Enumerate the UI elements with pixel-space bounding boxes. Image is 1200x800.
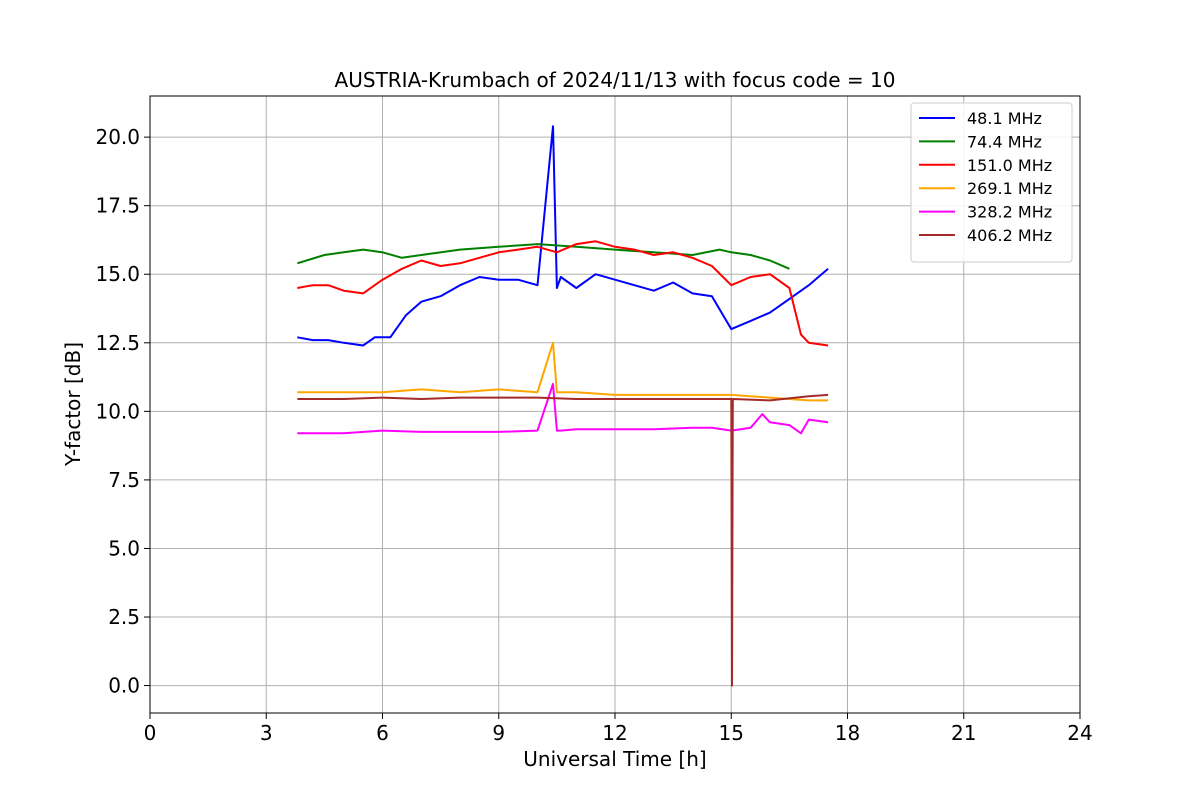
x-tick-label: 12 [602,721,627,745]
legend-label: 406.2 MHz [967,226,1052,245]
legend: 48.1 MHz 74.4 MHz 151.0 MHz 269.1 MHz 32… [910,102,1073,263]
y-tick-label: 5.0 [108,536,140,560]
y-tick-label: 7.5 [108,468,140,492]
x-tick-label: 21 [951,721,976,745]
y-tick-label: 20.0 [95,125,140,149]
legend-box [910,102,1073,263]
series-line-3 [297,341,829,402]
x-tick-label: 6 [376,721,389,745]
x-tick-label: 18 [835,721,860,745]
y-tick-label: 17.5 [95,194,140,218]
series-line-5 [297,393,829,687]
y-tick-label: 2.5 [108,605,140,629]
series-line-0 [297,125,829,347]
y-tick-label: 15.0 [95,262,140,286]
y-tick-label: 12.5 [95,331,140,355]
x-tick-label: 0 [144,721,157,745]
x-axis-label: Universal Time [h] [523,747,706,771]
legend-label: 328.2 MHz [967,203,1052,222]
legend-label: 48.1 MHz [967,109,1042,128]
x-tick-label: 3 [260,721,273,745]
legend-label: 74.4 MHz [967,132,1042,151]
series-line-4 [297,382,829,435]
legend-label: 151.0 MHz [967,156,1052,175]
y-tick-label: 0.0 [108,674,140,698]
series-layer [297,125,829,687]
y-axis-label: Y-factor [dB] [61,342,85,467]
y-tick-label: 10.0 [95,399,140,423]
x-tick-label: 24 [1067,721,1092,745]
series-line-1 [297,243,790,270]
ticks: 0 3 6 9 12 15 18 21 24 0.0 2.5 5.0 7.5 10.0 12.5 15.0 17… [95,125,1092,745]
chart-title: AUSTRIA-Krumbach of 2024/11/13 with focu… [335,68,896,92]
x-tick-label: 15 [719,721,744,745]
x-tick-label: 9 [492,721,505,745]
series-line-2 [297,240,829,347]
legend-label: 269.1 MHz [967,179,1052,198]
